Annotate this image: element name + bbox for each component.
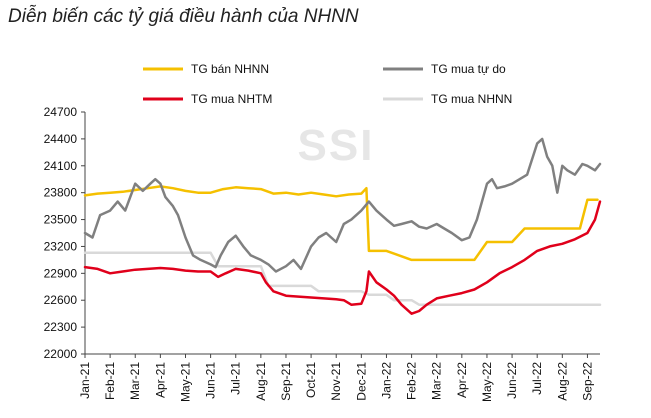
x-tick-label: Feb-22 (405, 362, 419, 400)
y-tick-label: 23800 (44, 186, 78, 200)
x-tick-label: May-21 (178, 362, 192, 402)
x-tick-label: Apr-22 (455, 362, 469, 398)
series-line-2 (83, 200, 602, 315)
y-tick-label: 22300 (44, 320, 78, 334)
x-tick-label: Mar-21 (128, 362, 142, 400)
y-axis-ticks: 22000 22300 22600 22900 23200 23500 23800 24100… (44, 105, 85, 361)
x-tick-label: Sep-22 (580, 362, 594, 401)
y-tick-label: 24700 (44, 105, 78, 119)
y-tick-label: 23500 (44, 213, 78, 227)
series-line-3 (83, 251, 602, 306)
x-tick-label: Aug-22 (555, 362, 569, 401)
legend: TG bán NHNN TG mua tự do TG mua NHTM TG … (143, 62, 512, 106)
x-tick-label: Jun-21 (204, 362, 218, 399)
x-tick-label: May-22 (480, 362, 494, 402)
y-tick-label: 24400 (44, 132, 78, 146)
y-tick-label: 24100 (44, 159, 78, 173)
x-tick-label: Feb-21 (103, 362, 117, 400)
watermark: SSI (298, 121, 375, 170)
x-tick-label: Jun-22 (505, 362, 519, 399)
legend-label-tg-mua-nhtm: TG mua NHTM (191, 92, 272, 106)
legend-label-tg-mua-nhnn: TG mua NHNN (431, 92, 512, 106)
x-tick-label: Jan-22 (379, 362, 393, 399)
page-title: Diễn biến các tỷ giá điều hành của NHNN (8, 6, 359, 27)
series-line-1 (83, 137, 602, 273)
x-tick-label: Sep-21 (279, 362, 293, 401)
y-tick-label: 22000 (44, 347, 78, 361)
x-tick-label: Jan-21 (78, 362, 92, 399)
series-lines (83, 137, 602, 315)
y-tick-label: 22600 (44, 293, 78, 307)
y-tick-label: 22900 (44, 266, 78, 280)
legend-label-tg-ban-nhnn: TG bán NHNN (191, 62, 269, 76)
x-axis-ticks: Jan-21 Feb-21 Mar-21 Apr-21 May-21 Jun-21 Jul-… (78, 354, 594, 402)
x-tick-label: Dec-21 (354, 362, 368, 401)
x-tick-label: Apr-21 (153, 362, 167, 398)
x-tick-label: Oct-21 (304, 362, 318, 398)
series-line-0 (83, 185, 599, 262)
x-tick-label: Jul-21 (229, 362, 243, 395)
y-tick-label: 23200 (44, 239, 78, 253)
x-tick-label: Nov-21 (329, 362, 343, 401)
x-tick-label: Mar-22 (430, 362, 444, 400)
x-tick-label: Jul-22 (530, 362, 544, 395)
legend-label-tg-mua-tu-do: TG mua tự do (431, 62, 506, 76)
x-tick-label: Aug-21 (254, 362, 268, 401)
